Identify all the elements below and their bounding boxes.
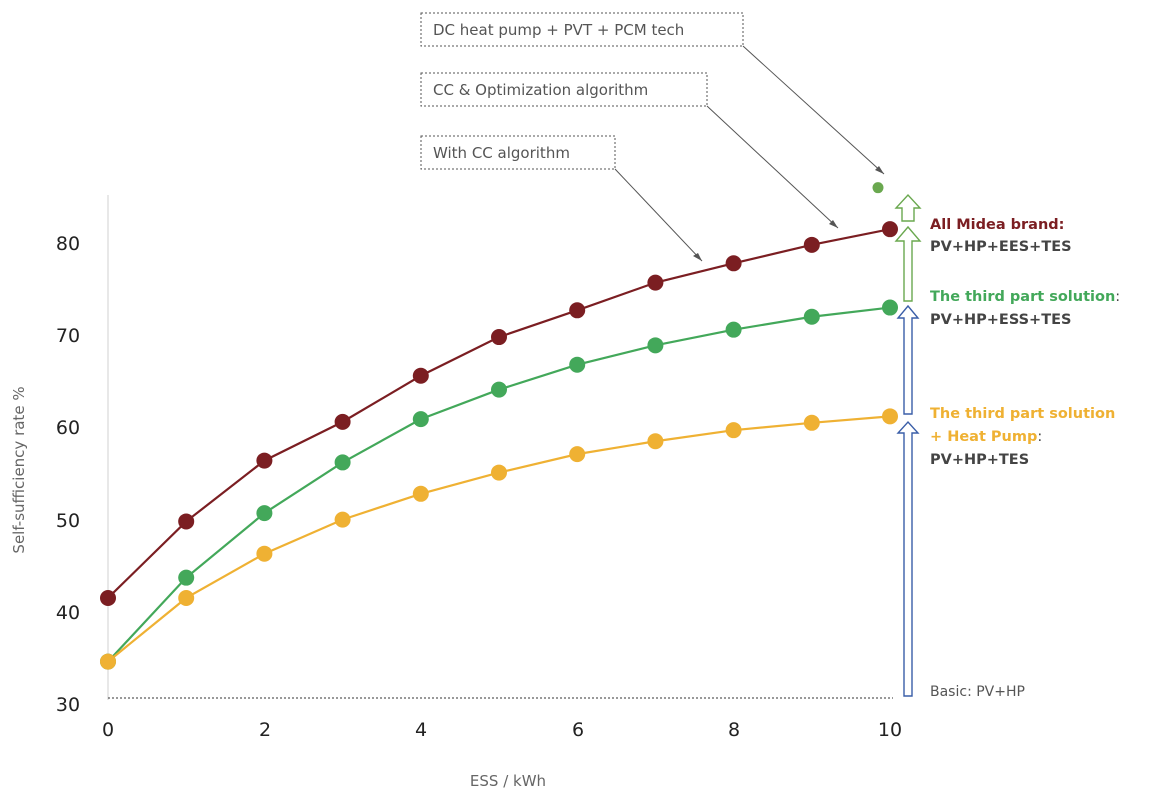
basic-label: Basic: PV+HP bbox=[930, 684, 1025, 700]
callout-cc-algorithm: With CC algorithm bbox=[420, 135, 703, 262]
x-tick-label: 4 bbox=[415, 719, 427, 741]
data-point-third_party_hp bbox=[725, 422, 742, 439]
y-tick-label: 80 bbox=[56, 233, 80, 255]
midea-to-dc-arrow bbox=[894, 193, 922, 222]
series-line-third_party_hp bbox=[107, 415, 891, 663]
callout-arrowhead bbox=[829, 220, 838, 228]
series-line-midea bbox=[107, 228, 891, 599]
target-point bbox=[872, 182, 884, 194]
data-point-midea bbox=[412, 367, 429, 384]
callout-box bbox=[420, 72, 708, 107]
third-party-hp-label-2: + Heat Pump: bbox=[930, 429, 1042, 445]
data-point-third_party_hp bbox=[178, 589, 195, 606]
callout-leader bbox=[614, 168, 703, 262]
third-party-label-detail: PV+HP+ESS+TES bbox=[930, 312, 1071, 328]
callout-arrowhead bbox=[875, 166, 884, 174]
x-tick-label: 10 bbox=[878, 719, 902, 741]
callout-arrowhead bbox=[693, 253, 702, 261]
callout-text: DC heat pump + PVT + PCM tech bbox=[433, 21, 684, 39]
data-point-third_party bbox=[334, 454, 351, 471]
y-tick-label: 40 bbox=[56, 602, 80, 624]
hp-to-third-arrow bbox=[896, 304, 920, 415]
data-point-third_party bbox=[569, 356, 586, 373]
data-point-third_party bbox=[647, 337, 664, 354]
y-tick-label: 30 bbox=[56, 694, 80, 716]
improvement-arrows bbox=[894, 193, 922, 697]
y-axis-title: Self-sufficiency rate % bbox=[10, 386, 28, 553]
data-point-third_party_hp bbox=[882, 408, 898, 425]
callout-dc-heat-pump: DC heat pump + PVT + PCM tech bbox=[420, 12, 885, 175]
basic-to-hp-arrow bbox=[896, 420, 920, 697]
data-point-third_party bbox=[491, 381, 507, 398]
third-party-hp-label-text: + Heat Pump bbox=[930, 429, 1037, 445]
data-point-third_party_hp bbox=[334, 511, 351, 528]
x-axis-title: ESS / kWh bbox=[470, 772, 546, 790]
data-point-third_party_hp bbox=[491, 464, 507, 481]
third-party-label-text: The third part solution bbox=[930, 289, 1115, 305]
third-party-label-colon: : bbox=[1115, 289, 1120, 305]
data-point-midea bbox=[725, 255, 742, 272]
data-point-third_party bbox=[412, 411, 429, 428]
callout-leader bbox=[706, 105, 839, 229]
data-point-third_party_hp bbox=[803, 414, 820, 431]
data-point-midea bbox=[178, 513, 195, 530]
callout-box bbox=[420, 12, 744, 47]
callout-text: With CC algorithm bbox=[433, 144, 570, 162]
y-tick-label: 50 bbox=[56, 510, 80, 532]
x-tick-labels: 0 2 4 6 8 10 bbox=[102, 719, 902, 741]
midea-label-detail: PV+HP+EES+TES bbox=[930, 239, 1072, 255]
data-point-midea bbox=[256, 452, 273, 469]
data-point-third_party_hp bbox=[569, 446, 586, 463]
data-point-midea bbox=[100, 589, 116, 606]
data-point-midea bbox=[803, 236, 820, 253]
third-party-hp-label-colon: : bbox=[1037, 429, 1042, 445]
callout-cc-optimization: CC & Optimization algorithm bbox=[420, 72, 839, 229]
x-tick-label: 0 bbox=[102, 719, 114, 741]
series-points bbox=[100, 182, 898, 670]
data-point-midea bbox=[334, 413, 351, 430]
data-point-third_party bbox=[803, 308, 820, 325]
x-tick-label: 8 bbox=[728, 719, 740, 741]
third-party-hp-label: The third part solution bbox=[930, 406, 1115, 422]
series-lines bbox=[107, 228, 891, 663]
data-point-third_party_hp bbox=[256, 545, 273, 562]
data-point-third_party bbox=[256, 505, 273, 522]
third-party-hp-label-detail: PV+HP+TES bbox=[930, 452, 1029, 468]
data-point-third_party bbox=[725, 321, 742, 338]
x-tick-label: 6 bbox=[572, 719, 584, 741]
data-point-midea bbox=[491, 329, 507, 346]
data-point-midea bbox=[647, 274, 664, 291]
data-point-third_party bbox=[178, 569, 195, 586]
series-line-third_party bbox=[107, 306, 891, 663]
midea-label: All Midea brand: bbox=[930, 217, 1064, 233]
y-tick-label: 60 bbox=[56, 417, 80, 439]
data-point-third_party_hp bbox=[100, 653, 116, 670]
y-tick-labels: 30 40 50 60 70 80 bbox=[56, 233, 80, 716]
data-point-third_party_hp bbox=[412, 485, 429, 502]
data-point-midea bbox=[882, 221, 898, 238]
callout-box bbox=[420, 135, 616, 170]
y-tick-label: 70 bbox=[56, 325, 80, 347]
x-tick-label: 2 bbox=[259, 719, 271, 741]
callout-text: CC & Optimization algorithm bbox=[433, 81, 648, 99]
third-party-label: The third part solution: bbox=[930, 289, 1120, 305]
third-to-midea-arrow bbox=[894, 225, 922, 302]
data-point-third_party_hp bbox=[647, 433, 664, 450]
data-point-third_party bbox=[882, 299, 898, 316]
data-point-midea bbox=[569, 302, 586, 319]
callout-leader bbox=[742, 45, 885, 175]
